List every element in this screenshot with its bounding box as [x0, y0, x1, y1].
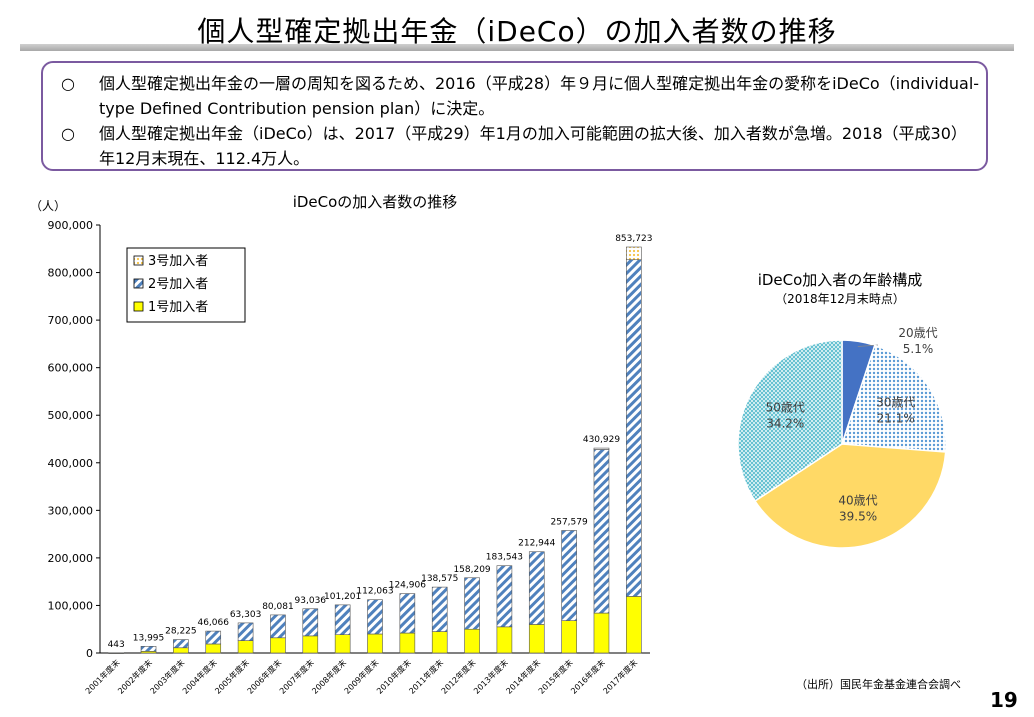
bar-total-label: 46,066 — [197, 618, 229, 628]
bar-segment-type2 — [626, 259, 642, 597]
pie-slice-value: 34.2% — [766, 416, 804, 430]
legend-label-type3: 3号加入者 — [148, 254, 208, 269]
legend-swatch-type1 — [133, 301, 144, 312]
y-tick-label: 300,000 — [48, 504, 94, 517]
bar-total-label: 138,575 — [421, 574, 458, 584]
source-note: （出所）国民年金基金連合会調べ — [796, 678, 961, 691]
summary-box: ○ 個人型確定拠出年金の一層の周知を図るため、2016（平成28）年９月に個人型… — [41, 61, 988, 171]
y-tick-label: 900,000 — [48, 219, 94, 232]
bar-segment-type1 — [431, 631, 448, 654]
bar-chart-title: iDeCoの加入者数の推移 — [293, 193, 458, 211]
bar-total-label: 443 — [108, 640, 125, 650]
bar-segment-type1 — [626, 596, 642, 654]
pie-chart: iDeCo加入者の年齢構成 （2018年12月末時点） 20歳代 5.1% 30歳代… — [737, 271, 947, 549]
legend-label-type2: 2号加入者 — [148, 277, 208, 292]
bar-total-label: 853,723 — [615, 234, 652, 244]
bar-segment-type2 — [205, 630, 222, 645]
bar-segment-type1 — [205, 643, 222, 654]
bar-total-label: 430,929 — [583, 435, 620, 445]
pie-slice-value: 39.5% — [839, 509, 877, 523]
bar-segment-type2 — [593, 449, 610, 614]
bar-segment-type2 — [496, 565, 513, 628]
bullet-mark: ○ — [61, 124, 75, 143]
bar-total-label: 183,543 — [486, 553, 523, 563]
pie-title: iDeCo加入者の年齢構成 — [758, 271, 923, 289]
title-underline — [20, 44, 1014, 51]
pie-slice-label: 40歳代 — [838, 493, 877, 507]
bar-total-label: 63,303 — [230, 610, 262, 620]
bar-segment-type1 — [302, 635, 319, 654]
bar-segment-type1 — [561, 620, 577, 654]
y-tick-label: 200,000 — [48, 552, 94, 565]
bar-total-label: 13,995 — [133, 633, 165, 643]
pie-slice-label: 30歳代 — [876, 395, 915, 409]
bar-segment-type1 — [367, 633, 383, 654]
summary-bullet: ○ 個人型確定拠出年金の一層の周知を図るため、2016（平成28）年９月に個人型… — [61, 71, 981, 121]
pie-slice-label: 50歳代 — [766, 400, 805, 414]
bullet-mark: ○ — [61, 74, 75, 93]
bar-total-label: 124,906 — [389, 581, 426, 591]
bar-segment-type2 — [173, 639, 189, 649]
y-axis-unit: （人） — [30, 199, 66, 213]
bar-segment-type1 — [496, 626, 513, 654]
bar-segment-type2 — [108, 652, 124, 654]
bar-segment-type1 — [334, 634, 351, 654]
y-tick-label: 0 — [86, 647, 93, 660]
bar-segment-type2 — [302, 608, 319, 637]
bar-total-label: 158,209 — [453, 565, 490, 575]
y-tick-label: 100,000 — [48, 599, 94, 612]
bar-segment-type2 — [431, 586, 448, 632]
page-title: 個人型確定拠出年金（iDeCo）の加入者数の推移 — [197, 15, 837, 48]
y-tick-label: 600,000 — [48, 362, 94, 375]
bar-segment-type3 — [593, 447, 610, 450]
bar-segment-type2 — [270, 614, 286, 639]
bar-segment-type2 — [561, 530, 577, 621]
pie-subtitle: （2018年12月末時点） — [775, 292, 905, 306]
page-number: 19 — [990, 688, 1018, 712]
bar-total-label: 212,944 — [518, 539, 555, 549]
bar-total-label: 93,036 — [295, 596, 327, 606]
legend-swatch-type3 — [133, 255, 144, 266]
pie-slice-label: 20歳代 — [898, 326, 937, 340]
y-tick-label: 400,000 — [48, 457, 94, 470]
bar-segment-type1 — [528, 624, 545, 654]
bar-segment-type3 — [626, 246, 642, 261]
bar-segment-type2 — [237, 622, 254, 641]
bar-segment-type2 — [140, 646, 157, 652]
pie-slice — [737, 339, 843, 503]
bar-segment-type1 — [173, 647, 189, 654]
legend: 3号加入者 2号加入者 1号加入者 — [126, 247, 246, 323]
bar-segment-type2 — [399, 593, 416, 634]
y-tick-label: 700,000 — [48, 314, 94, 327]
bar-total-label: 80,081 — [262, 602, 294, 612]
bar-total-label: 28,225 — [165, 627, 197, 637]
bar-segment-type2 — [528, 551, 545, 625]
bar-chart: iDeCoの加入者数の推移 （人） 0 100,000 200,000 300,000… — [30, 193, 652, 696]
bar-total-label: 112,063 — [356, 587, 393, 597]
bar-segment-type2 — [334, 604, 351, 635]
bar-total-label: 257,579 — [551, 518, 588, 528]
bar-segment-type1 — [464, 628, 480, 654]
bar-segment-type2 — [464, 577, 480, 630]
x-tick-label: 2017年度末 — [601, 657, 639, 695]
bar-segment-type1 — [593, 612, 610, 654]
bar-segment-type2 — [367, 599, 383, 635]
pie-slice-value: 21.1% — [877, 411, 915, 425]
bar-total-label: 101,201 — [324, 592, 361, 602]
bullet-text: 個人型確定拠出年金（iDeCo）は、2017（平成29）年1月の加入可能範囲の拡… — [99, 124, 967, 168]
summary-bullet: ○ 個人型確定拠出年金（iDeCo）は、2017（平成29）年1月の加入可能範囲… — [61, 121, 981, 171]
bar-segment-type1 — [270, 637, 286, 654]
pie-slice-value: 5.1% — [903, 342, 934, 356]
pie-slice — [840, 344, 947, 453]
legend-swatch-type2 — [133, 278, 144, 289]
bar-segment-type1 — [399, 632, 416, 654]
bar-segment-type1 — [237, 640, 254, 654]
bullet-text: 個人型確定拠出年金の一層の周知を図るため、2016（平成28）年９月に個人型確定… — [99, 74, 980, 118]
y-tick-label: 500,000 — [48, 409, 94, 422]
y-tick-label: 800,000 — [48, 267, 94, 280]
legend-label-type1: 1号加入者 — [148, 300, 208, 315]
